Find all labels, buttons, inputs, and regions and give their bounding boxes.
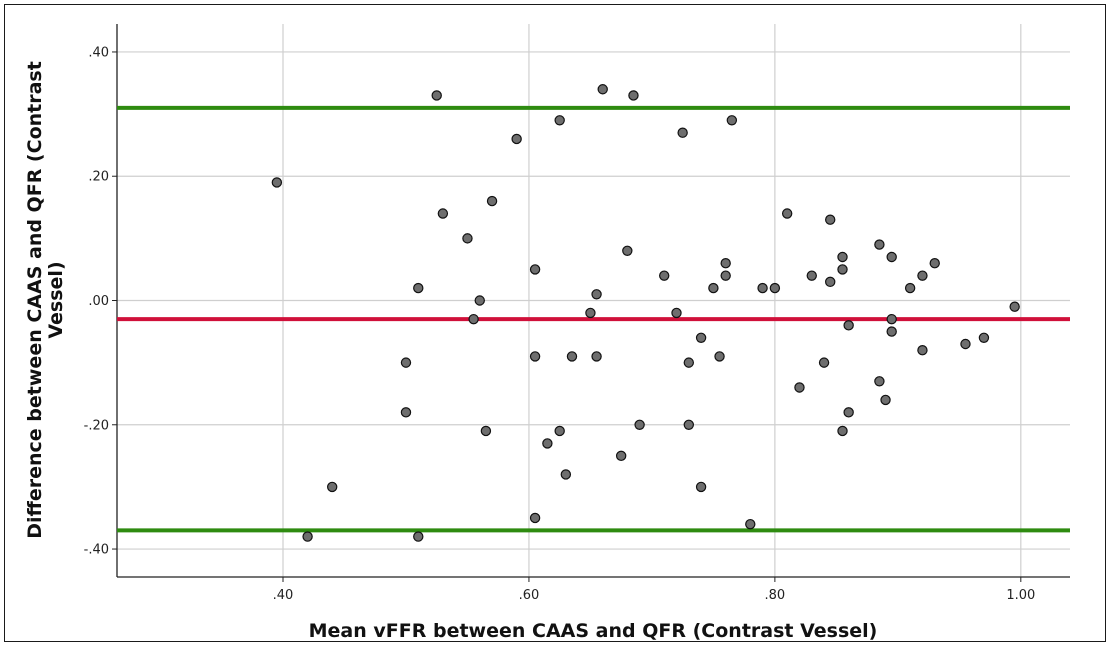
data-point (960, 338, 971, 350)
reference-lines (117, 105, 1070, 533)
data-point (468, 313, 479, 325)
data-point (431, 90, 442, 101)
data-point (566, 351, 578, 362)
data-point (726, 115, 738, 126)
data-point (714, 351, 725, 362)
data-point (781, 208, 793, 219)
data-point (825, 214, 836, 225)
data-point (929, 258, 940, 269)
data-point (585, 307, 596, 319)
grid-lines (117, 24, 1070, 577)
data-point (1009, 301, 1020, 312)
data-point (659, 270, 670, 281)
data-point (978, 332, 990, 343)
data-point (615, 450, 627, 462)
data-point (818, 357, 830, 368)
data-point (720, 258, 731, 269)
data-point (745, 518, 756, 530)
chart-frame (4, 4, 1106, 642)
y-axis-title-line-2: Vessel) (45, 261, 67, 338)
data-point (591, 351, 602, 362)
data-point (597, 84, 608, 95)
data-point (757, 282, 768, 294)
data-point (677, 127, 688, 138)
data-point (480, 425, 492, 437)
y-tick-label: .00 (88, 294, 109, 309)
data-point (554, 115, 565, 126)
data-point (794, 382, 805, 393)
data-point (474, 295, 485, 306)
data-point (400, 357, 412, 368)
data-point (917, 345, 928, 356)
data-point (529, 351, 541, 362)
data-point (462, 233, 473, 244)
data-point (271, 177, 283, 188)
data-point (326, 481, 338, 493)
x-tick-label: .80 (765, 588, 786, 603)
plot-axes (112, 24, 1070, 582)
tick-labels: .40 .60 .80 1.00 .40 .20 .00 -.20 -.40 (84, 45, 1036, 603)
data-point (886, 326, 897, 337)
data-point (634, 419, 645, 430)
data-point (511, 133, 522, 145)
data-point (554, 425, 565, 437)
data-point (529, 512, 541, 524)
data-point (302, 531, 313, 542)
data-point (542, 438, 553, 449)
y-tick-label: .20 (88, 170, 109, 185)
data-point (628, 90, 639, 101)
data-point (529, 264, 541, 275)
data-point (874, 376, 885, 387)
data-point (560, 469, 572, 480)
data-point (400, 407, 412, 418)
x-tick-label: .60 (519, 588, 540, 603)
data-point (917, 270, 928, 281)
y-tick-label: -.20 (84, 418, 109, 433)
data-points (271, 84, 1020, 542)
data-point (837, 251, 848, 263)
x-axis-title: Mean vFFR between CAAS and QFR (Contrast… (309, 620, 878, 642)
data-point (413, 282, 424, 294)
data-point (683, 419, 695, 430)
data-point (695, 481, 707, 493)
data-point (437, 208, 449, 219)
x-tick-label: .40 (273, 588, 294, 603)
data-point (708, 282, 719, 294)
data-point (695, 332, 707, 343)
data-point (486, 195, 498, 207)
data-point (837, 425, 848, 437)
data-point (886, 313, 897, 325)
data-point (591, 289, 602, 300)
data-point (671, 307, 682, 319)
data-point (886, 251, 897, 263)
data-point (769, 282, 781, 294)
y-tick-label: -.40 (84, 543, 109, 558)
data-point (874, 239, 885, 250)
data-point (904, 282, 916, 294)
x-tick-label: 1.00 (1006, 588, 1035, 603)
y-axis-title-line-1: Difference between CAAS and QFR (Contras… (24, 61, 46, 539)
data-point (413, 531, 424, 542)
data-point (837, 264, 848, 275)
y-tick-label: .40 (88, 45, 109, 60)
data-point (843, 407, 854, 418)
data-point (843, 320, 854, 331)
data-point (880, 394, 891, 406)
data-point (806, 270, 817, 281)
data-point (622, 245, 633, 256)
data-point (825, 276, 836, 288)
data-point (683, 357, 695, 368)
data-point (720, 270, 731, 281)
